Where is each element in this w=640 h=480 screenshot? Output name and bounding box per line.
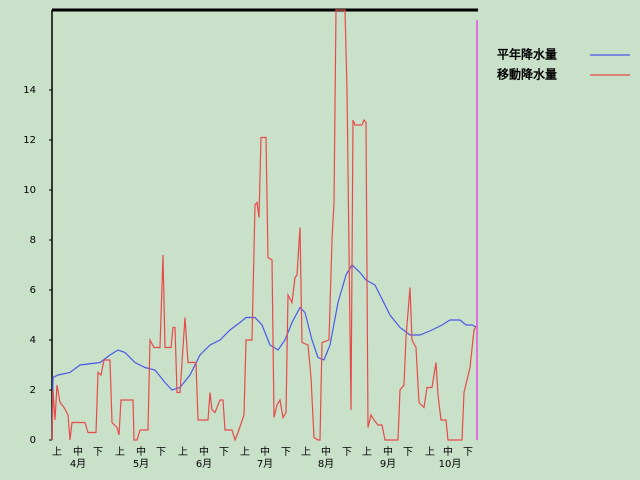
month-label: 7月 [257,458,273,470]
y-tick-label: 2 [30,385,36,396]
y-tick-label: 4 [30,335,36,346]
x-tick-label: 中 [73,445,83,458]
x-tick-label: 上 [115,446,125,458]
y-tick-label: 8 [30,235,36,246]
series-line [51,9,478,442]
x-tick-label: 上 [362,446,372,458]
x-tick-label: 中 [443,445,453,458]
x-tick-label: 下 [219,447,229,458]
month-label: 10月 [439,458,462,470]
legend-label: 平年降水量 [497,47,557,62]
y-tick-label: 12 [23,135,36,146]
x-tick-label: 下 [463,447,473,458]
y-tick-label: 6 [30,285,36,296]
series-line [51,264,478,441]
y-tick-label: 14 [23,85,36,96]
x-tick-label: 中 [136,445,146,458]
x-tick-label: 下 [156,447,166,458]
x-tick-label: 上 [178,446,188,458]
x-tick-label: 中 [321,445,331,458]
month-label: 4月 [70,458,86,470]
x-tick-label: 中 [383,445,393,458]
month-label: 5月 [133,458,149,470]
x-tick-label: 上 [425,446,435,458]
x-tick-label: 下 [93,447,103,458]
x-tick-label: 上 [301,446,311,458]
x-tick-label: 上 [52,446,62,458]
x-tick-label: 上 [240,446,250,458]
x-tick-label: 下 [342,447,352,458]
legend-label: 移動降水量 [497,67,557,82]
month-label: 6月 [196,458,212,470]
x-tick-label: 中 [260,445,270,458]
month-label: 9月 [380,458,396,470]
x-tick-label: 下 [403,447,413,458]
y-tick-label: 10 [23,185,36,196]
y-tick-label: 0 [30,435,36,446]
x-tick-label: 下 [281,447,291,458]
month-label: 8月 [318,458,334,470]
x-tick-label: 中 [199,445,209,458]
